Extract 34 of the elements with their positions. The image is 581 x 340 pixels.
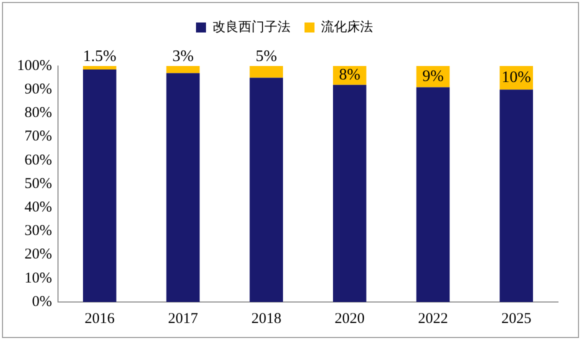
y-tick-label: 100% — [16, 58, 52, 74]
data-label: 3% — [172, 48, 194, 66]
bar — [250, 66, 283, 78]
x-tick-label: 2016 — [84, 310, 116, 327]
bar — [82, 66, 116, 70]
bar — [416, 87, 450, 302]
x-tick-label: 2022 — [418, 310, 448, 327]
data-label: 5% — [256, 48, 277, 66]
y-tick-label: 0% — [32, 294, 52, 310]
legend-label: 流化床法 — [321, 18, 373, 35]
bar — [82, 70, 116, 302]
bar — [250, 78, 283, 302]
bar — [166, 66, 200, 74]
y-tick-label: 60% — [24, 152, 52, 168]
bar — [500, 90, 533, 302]
x-tick-label: 2025 — [501, 310, 532, 327]
y-tick-label: 90% — [24, 82, 52, 98]
y-tick-label: 30% — [24, 223, 52, 240]
y-tick-label: 70% — [24, 128, 52, 145]
data-label: 1.5% — [83, 48, 116, 66]
y-tick-label: 80% — [24, 105, 52, 122]
x-tick-label: 2017 — [168, 310, 198, 327]
bar — [333, 84, 366, 302]
x-tick-label: 2018 — [251, 310, 282, 327]
data-label: 8% — [339, 66, 360, 84]
legend-label: 改良西门子法 — [212, 18, 290, 35]
data-label: 10% — [502, 69, 531, 86]
y-tick-label: 40% — [24, 200, 52, 216]
y-tick-label: 10% — [24, 270, 52, 286]
x-tick-label: 2020 — [334, 310, 365, 327]
data-label: 9% — [422, 68, 444, 85]
y-tick-label: 20% — [24, 246, 52, 263]
y-tick-label: 50% — [24, 176, 52, 192]
bar — [166, 73, 200, 302]
